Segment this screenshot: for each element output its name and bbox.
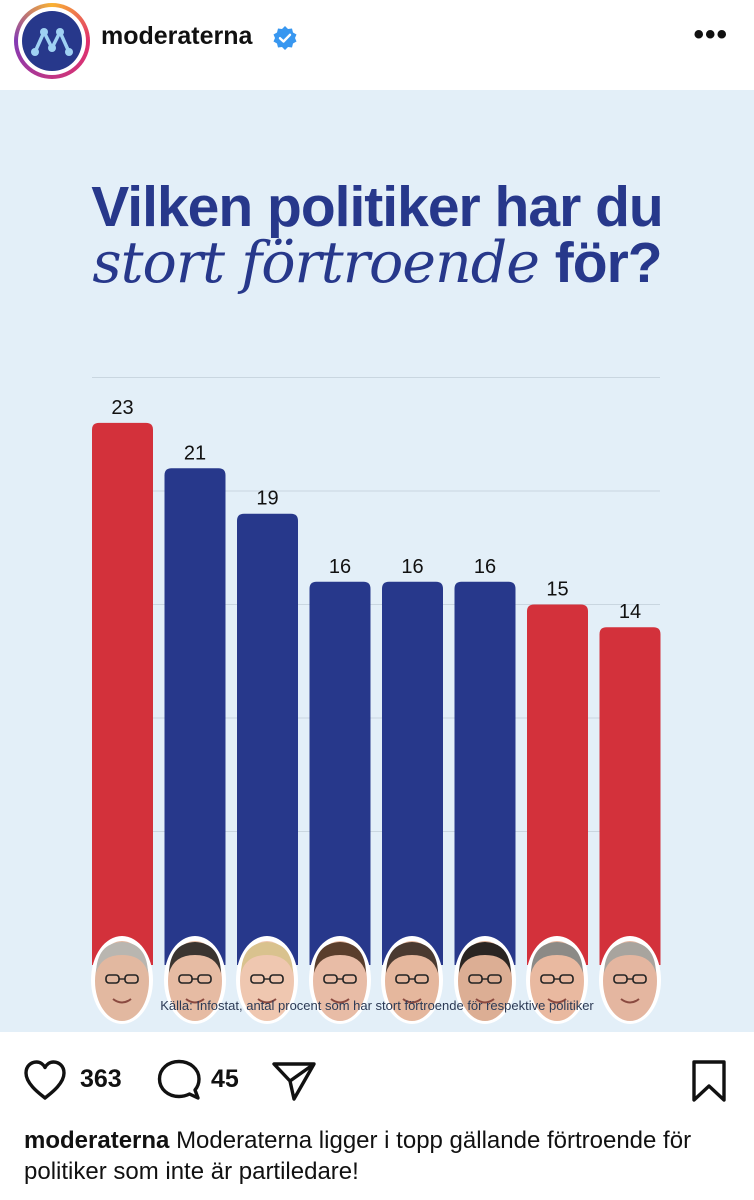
data-label: 16 <box>474 556 496 578</box>
bar <box>164 468 226 965</box>
bar <box>309 581 371 965</box>
post-title-line2: stort förtroende för? <box>0 230 754 296</box>
like-count[interactable]: 363 <box>80 1065 122 1093</box>
politician-portrait <box>308 935 371 1025</box>
post-title-italic: stort förtroende <box>92 230 540 296</box>
data-label: 15 <box>546 579 568 601</box>
data-label: 21 <box>184 442 206 464</box>
post-title-line1: Vilken politiker har du <box>91 175 663 239</box>
source-note: Källa: Infostat, antal procent som har s… <box>160 998 594 1013</box>
data-label: 19 <box>256 488 278 510</box>
avatar[interactable] <box>14 3 90 79</box>
politician-portrait <box>91 935 153 1025</box>
bar <box>237 513 298 965</box>
politician-portrait <box>163 935 226 1025</box>
data-label: 16 <box>401 556 423 578</box>
caption-text: Moderaterna ligger i topp gällande förtr… <box>24 1127 692 1185</box>
verified-badge-icon <box>273 26 297 50</box>
bar <box>527 604 588 965</box>
post-caption: moderaterna Moderaterna ligger i topp gä… <box>24 1125 734 1187</box>
bar <box>92 422 153 965</box>
caption-username[interactable]: moderaterna <box>24 1127 170 1154</box>
comment-icon[interactable] <box>156 1058 202 1102</box>
politician-portrait <box>598 935 661 1025</box>
politician-portrait <box>381 935 443 1025</box>
post-image: Vilken politiker har du stort förtroende… <box>0 90 754 1032</box>
heart-icon[interactable] <box>22 1059 68 1101</box>
share-icon[interactable] <box>270 1059 318 1103</box>
data-label: 14 <box>619 601 641 623</box>
bar-chart: 23 21 19 16 16 16 15 14 <box>92 377 661 965</box>
politician-portrait <box>453 935 516 1025</box>
comment-count[interactable]: 45 <box>211 1065 239 1093</box>
data-label: 23 <box>111 397 133 419</box>
data-label: 16 <box>329 556 351 578</box>
bar <box>599 627 661 965</box>
post-header: moderaterna ••• <box>0 0 754 90</box>
politician-portrait <box>236 935 298 1025</box>
politician-portrait <box>526 935 588 1025</box>
more-options-button[interactable]: ••• <box>693 18 728 51</box>
bar <box>454 581 516 965</box>
bar <box>382 581 443 965</box>
action-bar: 363 45 <box>0 1032 754 1128</box>
post-title-bold: för? <box>554 231 663 295</box>
moderaterna-logo-icon <box>22 11 82 71</box>
bookmark-icon[interactable] <box>689 1058 729 1104</box>
username[interactable]: moderaterna <box>101 22 253 50</box>
